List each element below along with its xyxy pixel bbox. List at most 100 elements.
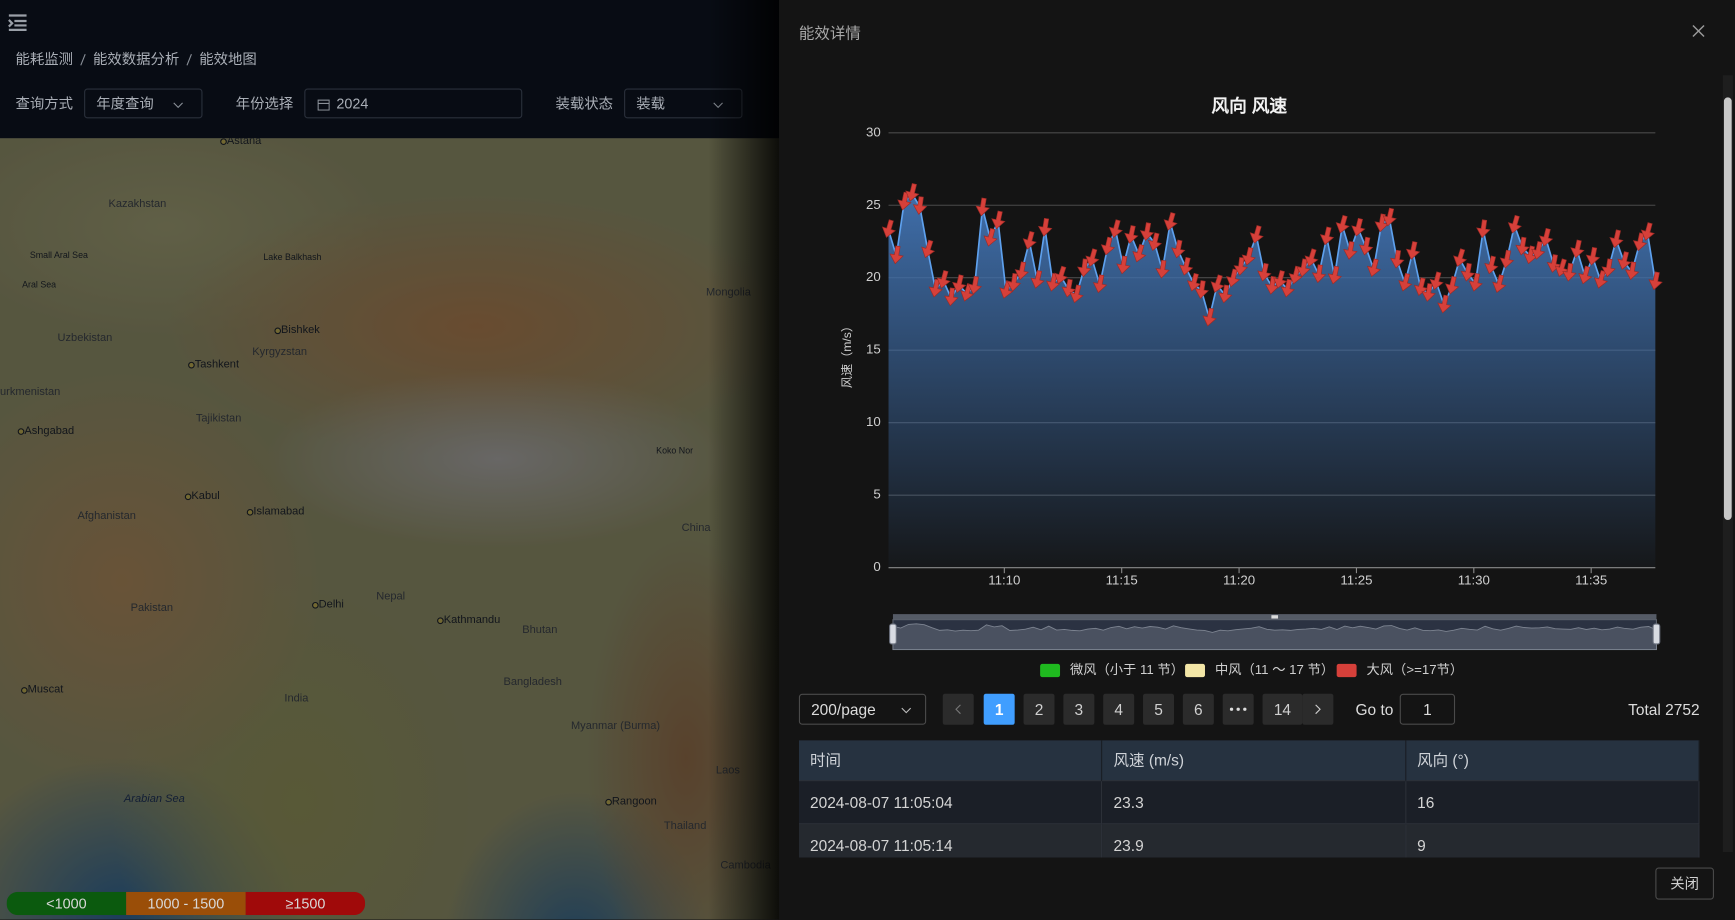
select[interactable]: 年度查询: [84, 88, 203, 119]
calendar-icon: [317, 99, 330, 111]
cell: 23.9: [1101, 823, 1407, 858]
breadcrumb-separator: [186, 54, 192, 66]
column-header: 风速 (m/s): [1101, 740, 1407, 781]
drawer-shadow: [708, 0, 779, 920]
city-label: Muscat: [27, 683, 64, 696]
page-button[interactable]: 6: [1182, 693, 1214, 725]
prev-button[interactable]: [942, 693, 974, 725]
page-button[interactable]: 2: [1023, 693, 1055, 725]
dots: [1229, 707, 1247, 711]
cell: 9: [1405, 823, 1700, 858]
region-label: Bhutan: [522, 624, 558, 637]
table-wrap: 时间 风速 (m/s) 风向 (°) 2024-08-07 11:05:04 23.3 1…: [798, 740, 1700, 858]
goto-input[interactable]: 1: [1399, 693, 1456, 725]
column-header: 时间: [798, 740, 1103, 781]
city-label: Astana: [226, 138, 262, 148]
filter-bar: 查询方式 年度查询 年份选择 2024 装载状态 装载: [0, 88, 779, 120]
region-label: Myanmar (Burma): [570, 720, 661, 733]
background-app: 能耗监测 能效数据分析 能效地图 查询方式 年度查询 年份选择 2024 装载状态 装载 As…: [0, 0, 779, 920]
table-header: 时间 风速 (m/s) 风向 (°): [798, 740, 1700, 781]
region-label: Koko Nor: [656, 445, 694, 456]
breadcrumb-separator: [80, 54, 86, 66]
city-label: Ashgabad: [24, 424, 75, 438]
page-button[interactable]: 5: [1143, 693, 1175, 725]
filter-value: 年度查询: [96, 95, 154, 112]
page-ellipsis[interactable]: [1222, 693, 1254, 725]
page-button[interactable]: 3: [1063, 693, 1095, 725]
city-dot: [437, 617, 444, 625]
city-dot: [246, 508, 254, 516]
breadcrumb-item: 能耗监测: [15, 50, 74, 68]
drawer-title: 能效详情: [798, 24, 861, 43]
table-row: 2024-08-07 11:05:04 23.3 16: [798, 780, 1700, 824]
page-size: 200/page: [811, 700, 876, 719]
region-label: Kazakhstan: [108, 198, 167, 211]
page-button[interactable]: 4: [1103, 693, 1135, 725]
close-icon[interactable]: [1692, 24, 1705, 38]
page-button[interactable]: 14: [1262, 693, 1303, 725]
cell: 2024-08-07 11:05:04: [798, 780, 1103, 824]
city-label: Bishkek: [281, 324, 320, 337]
city-label: Tashkent: [194, 358, 240, 371]
table-row: 2024-08-07 11:05:14 23.9 9: [798, 823, 1700, 858]
data-table: 时间 风速 (m/s) 风向 (°) 2024-08-07 11:05:04 23.3 1…: [798, 740, 1700, 858]
page-size-select[interactable]: 200/page: [798, 693, 927, 725]
scrollbar-thumb[interactable]: [1723, 97, 1732, 521]
cell: 16: [1405, 780, 1700, 824]
breadcrumb-item: 能效数据分析: [92, 50, 180, 68]
region-label: Bangladesh: [503, 676, 562, 689]
city-dot: [605, 798, 612, 806]
region-label: China: [681, 522, 711, 535]
region-label: India: [284, 692, 309, 705]
chevron: [173, 102, 183, 109]
city-dot: [312, 601, 319, 609]
region-label: Small Aral Sea: [29, 250, 88, 261]
region-label: Nepal: [376, 590, 406, 604]
date-input[interactable]: 2024: [304, 88, 523, 119]
city-dot: [188, 361, 195, 369]
total: Total 2752: [1628, 700, 1700, 719]
region-label: Kyrgyzstan: [252, 346, 308, 359]
close-button[interactable]: 关闭: [1655, 867, 1714, 900]
cell: 2024-08-07 11:05:14: [798, 823, 1103, 858]
city-dot: [274, 327, 282, 335]
page-button[interactable]: 1: [983, 693, 1015, 725]
city-dot: [21, 687, 28, 694]
city-dot: [220, 138, 227, 145]
filter-label: 查询方式: [15, 95, 74, 112]
legend-band: <1000: [6, 891, 127, 916]
drawer: 能效详情 200/page 1 2 3 4 5 6 14 Go to 1 Total 2752 时间…: [778, 0, 1735, 920]
city-dot: [184, 493, 192, 501]
region-label: Pakistan: [130, 601, 174, 615]
chevron: [901, 707, 912, 714]
filter-label: 装载状态: [555, 95, 614, 112]
legend-band: ≥1500: [245, 891, 366, 916]
region-label: Lake Balkhash: [263, 252, 322, 263]
region-label: Aral Sea: [22, 279, 57, 290]
city-dot: [17, 428, 25, 435]
city-label: Kabul: [191, 490, 220, 503]
map: Astana Kazakhstan Small Aral Sea Lake Balkh…: [0, 138, 779, 920]
map-legend: <1000 1000 - 1500 ≥1500: [6, 891, 366, 916]
region-label: Arabian Sea: [123, 793, 185, 806]
filter-value: 2024: [336, 95, 369, 112]
next-button[interactable]: [1302, 693, 1334, 725]
chevron-right: [1315, 704, 1321, 715]
breadcrumb-item: 能效地图: [199, 50, 257, 68]
goto-label: Go to: [1355, 700, 1394, 719]
scrollbar[interactable]: [1722, 75, 1733, 853]
region-label: Afghanistan: [77, 510, 136, 523]
cell: 23.3: [1101, 780, 1407, 824]
region-label: Uzbekistan: [57, 331, 113, 345]
chevron-left: [955, 704, 961, 715]
city-label: Kathmandu: [443, 614, 501, 627]
filter-label: 年份选择: [235, 95, 294, 112]
region-label: Thailand: [663, 819, 707, 833]
filter-value: 装载: [636, 95, 666, 112]
city-label: Rangoon: [611, 795, 657, 808]
city-label: Delhi: [318, 598, 344, 611]
region-label: urkmenistan: [0, 386, 61, 399]
menu-icon[interactable]: [8, 13, 28, 31]
